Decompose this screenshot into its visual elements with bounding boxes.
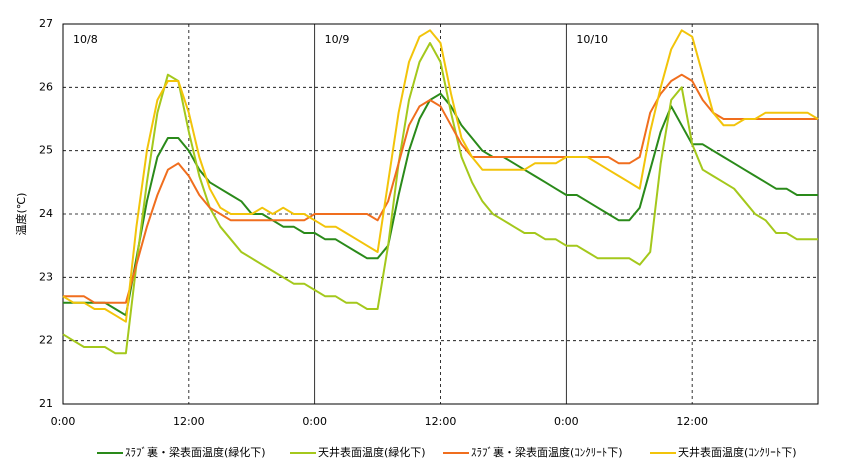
y-tick-label: 21 — [39, 397, 53, 410]
y-tick-label: 23 — [39, 270, 53, 283]
series-line — [63, 73, 818, 304]
y-tick-label: 25 — [39, 144, 53, 157]
x-tick-label: 12:00 — [425, 415, 457, 428]
legend-label: 天井表面温度(緑化下) — [318, 445, 426, 459]
x-tick-label: 12:00 — [676, 415, 708, 428]
day-label: 10/9 — [325, 33, 350, 46]
day-label: 10/8 — [73, 33, 98, 46]
series-line — [62, 42, 818, 355]
day-label: 10/10 — [576, 33, 608, 46]
y-tick-label: 24 — [39, 207, 53, 220]
x-tick-label: 0:00 — [554, 415, 579, 428]
y-tick-label: 26 — [39, 80, 53, 93]
x-tick-label: 0:00 — [302, 415, 327, 428]
x-tick-label: 12:00 — [173, 415, 205, 428]
legend-label: ｽﾗﾌﾞ裏・梁表面温度(ｺﾝｸﾘｰﾄ下) — [471, 445, 623, 459]
y-axis-label: 温度(℃) — [14, 193, 28, 236]
y-tick-label: 22 — [39, 334, 53, 347]
series-line — [62, 29, 819, 323]
x-tick-label: 0:00 — [51, 415, 76, 428]
plot-frame — [62, 23, 819, 405]
y-tick-label: 27 — [39, 17, 53, 30]
legend-label: ｽﾗﾌﾞ裏・梁表面温度(緑化下) — [125, 445, 266, 459]
legend-label: 天井表面温度(ｺﾝｸﾘｰﾄ下) — [678, 445, 797, 459]
